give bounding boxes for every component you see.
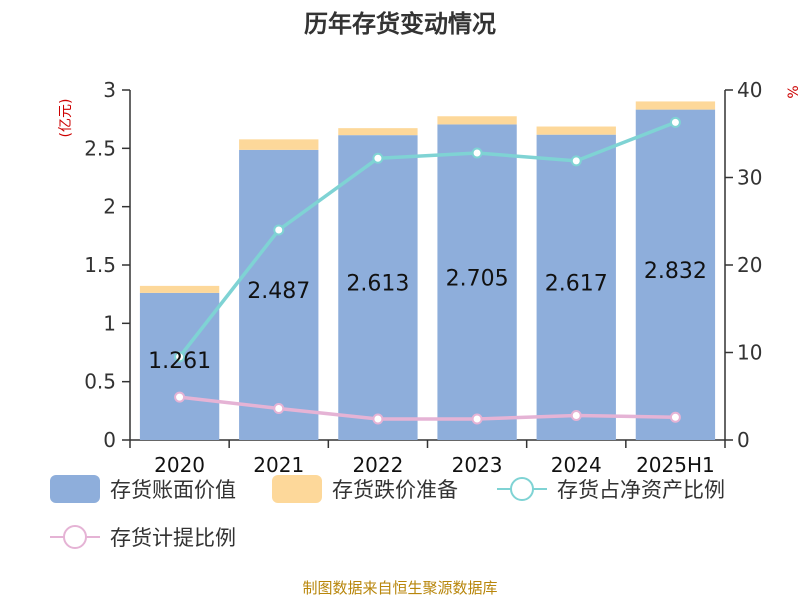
y-left-tick-label: 1.5	[84, 253, 116, 277]
bar-book-value	[437, 124, 517, 441]
x-tick-label: 2023	[452, 453, 503, 477]
line-provision-ratio	[179, 395, 676, 421]
bar-value-label: 2.832	[644, 259, 707, 284]
point-provision-ratio	[669, 411, 681, 423]
point-provision-ratio	[273, 403, 285, 414]
y-left-tick-label: 0	[103, 428, 116, 452]
x-tick-label: 2022	[352, 453, 403, 477]
legend-label: 存货账面价值	[110, 478, 236, 502]
point-provision-ratio	[372, 413, 384, 425]
point-provision-ratio	[174, 391, 186, 403]
y-left-tick-label: 3	[103, 78, 116, 102]
bar-value-label: 1.261	[148, 349, 211, 374]
y-left-tick-label: 2.5	[84, 136, 116, 160]
point-provision-ratio	[471, 413, 483, 425]
y-left-tick-label: 1	[103, 311, 116, 335]
x-tick-label: 2025H1	[636, 453, 715, 477]
legend-label: 存货计提比例	[110, 526, 236, 550]
point-inventory-to-net-assets	[174, 351, 186, 363]
bar-book-value	[139, 292, 220, 440]
legend-item: 存货跌价准备	[272, 475, 458, 503]
bar-value-label: 2.487	[247, 279, 310, 304]
y-left-tick-label: 0.5	[84, 370, 116, 394]
point-inventory-to-net-assets	[669, 116, 681, 128]
y-right-tick-label: 10	[737, 341, 762, 365]
x-tick-label: 2024	[551, 453, 602, 477]
legend-swatch-marker	[510, 477, 534, 501]
point-inventory-to-net-assets	[372, 152, 384, 164]
point-inventory-to-net-assets	[273, 224, 285, 236]
y-left-tick-label: 2	[103, 195, 116, 219]
legend-swatch-marker	[63, 525, 87, 549]
point-provision-ratio	[570, 410, 582, 421]
y-right-tick-label: 30	[737, 166, 762, 190]
bar-provision	[635, 101, 716, 110]
bar-provision	[239, 139, 319, 150]
y-right-tick-label: 0	[737, 428, 750, 452]
legend-item: 存货账面价值	[50, 475, 236, 503]
bar-provision	[139, 285, 220, 293]
bar-value-label: 2.613	[346, 272, 409, 297]
line-inventory-to-net-assets	[178, 120, 677, 358]
x-tick-label: 2020	[154, 453, 205, 477]
y-right-tick-label: 20	[737, 253, 762, 277]
bar-value-label: 2.617	[545, 271, 608, 296]
legend-label: 存货占净资产比例	[557, 478, 725, 502]
right-axis-unit: %	[786, 85, 800, 98]
bar-provision	[338, 128, 418, 136]
legend-item: 存货占净资产比例	[497, 477, 725, 502]
legend-swatch	[50, 475, 100, 503]
legend-item: 存货计提比例	[50, 525, 236, 550]
bar-provision	[437, 116, 517, 125]
x-tick-label: 2021	[253, 453, 304, 477]
point-inventory-to-net-assets	[471, 147, 483, 159]
bar-value-label: 2.705	[446, 266, 509, 291]
legend-label: 存货跌价准备	[332, 478, 458, 502]
bar-book-value	[635, 109, 716, 440]
chart-title: 历年存货变动情况	[304, 10, 496, 38]
bar-book-value	[536, 134, 616, 440]
bar-book-value	[338, 135, 418, 440]
y-right-tick-label: 40	[737, 78, 762, 102]
point-inventory-to-net-assets	[570, 155, 582, 167]
bar-provision	[536, 126, 616, 135]
left-axis-unit: (亿元)	[58, 99, 74, 138]
legend-swatch	[272, 475, 322, 503]
bar-book-value	[239, 149, 319, 440]
source-note: 制图数据来自恒生聚源数据库	[302, 579, 497, 597]
